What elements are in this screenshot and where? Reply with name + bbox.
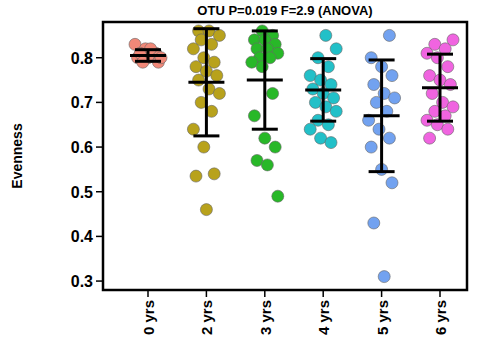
point [193,74,205,86]
point [190,170,202,182]
point [389,92,401,104]
point [386,70,398,82]
point [267,87,279,99]
error-cap-upper [252,29,278,32]
error-cap-lower [310,120,336,123]
point [248,110,260,122]
point [330,105,342,117]
title: OTU P=0.019 F=2.9 (ANOVA) [197,3,372,18]
error-cap-upper [310,57,336,60]
mean-line [130,54,166,57]
point [211,70,223,82]
error-cap-upper [193,27,219,30]
point [330,43,342,55]
error-cap-upper [369,58,395,61]
point [269,141,281,153]
y-tick-label: 0.8 [71,50,93,67]
point [442,61,454,73]
point [365,52,377,64]
y-tick-label: 0.5 [71,184,93,201]
y-tick-label: 0.4 [71,228,93,245]
x-tick-label: 3 yrs [257,300,274,335]
point [256,61,268,73]
point [187,43,199,55]
error-cap-lower [135,60,161,63]
point [320,29,332,41]
point [368,79,380,91]
mean-line [247,79,283,82]
mean-line [305,88,341,91]
point [424,132,436,144]
mean-line [364,114,400,117]
point [386,177,398,189]
point [442,123,454,135]
x-tick-label: 0 yrs [140,300,157,335]
plot-area [129,25,459,283]
point [304,123,316,135]
error-cap-lower [193,134,219,137]
point [261,159,273,171]
point [378,271,390,283]
point [198,141,210,153]
point [383,132,395,144]
x-tick-label: 4 yrs [315,300,332,335]
point [426,87,438,99]
point [187,123,199,135]
mean-line [422,86,458,89]
mean-line [188,81,224,84]
point [325,137,337,149]
y-tick-label: 0.6 [71,139,93,156]
x-tick-label: 2 yrs [198,300,215,335]
point [272,190,284,202]
point [259,132,271,144]
point [200,204,212,216]
error-cap-lower [252,128,278,131]
error-cap-upper [427,53,453,56]
point [213,87,225,99]
y-tick-label: 0.3 [71,273,93,290]
point [368,217,380,229]
point [373,123,385,135]
error-cap-lower [369,170,395,173]
point [365,141,377,153]
y-axis-label: Evenness [9,123,25,189]
y-tick-label: 0.7 [71,94,93,111]
point [383,29,395,41]
x-tick-label: 5 yrs [374,300,391,335]
point [208,168,220,180]
error-cap-lower [427,120,453,123]
x-tick-label: 6 yrs [432,300,449,335]
error-cap-upper [135,48,161,51]
chart: OTU P=0.019 F=2.9 (ANOVA) Evenness 0.3 0.4 0… [0,0,485,354]
plot-frame [103,22,467,290]
